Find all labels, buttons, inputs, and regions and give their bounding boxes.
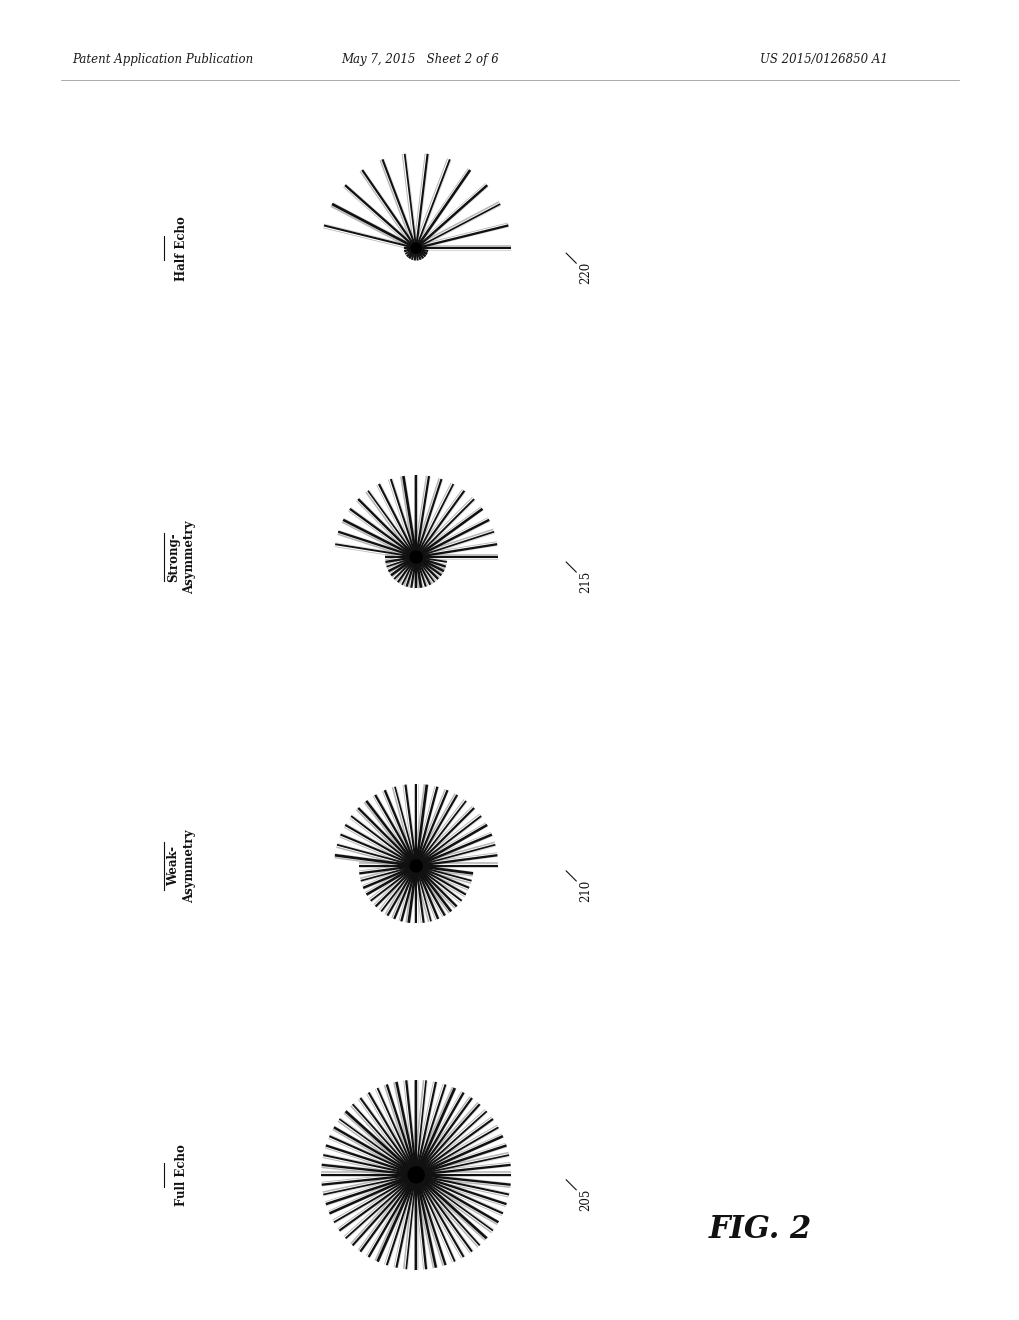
- Text: May 7, 2015   Sheet 2 of 6: May 7, 2015 Sheet 2 of 6: [340, 54, 498, 66]
- Circle shape: [410, 859, 422, 873]
- Text: 210: 210: [579, 880, 592, 902]
- Text: 220: 220: [579, 263, 592, 284]
- Text: Strong-
Asymmetry: Strong- Asymmetry: [167, 520, 196, 594]
- Text: 215: 215: [579, 572, 592, 593]
- Text: Weak-
Asymmetry: Weak- Asymmetry: [167, 829, 196, 903]
- Circle shape: [411, 243, 421, 253]
- Circle shape: [410, 550, 422, 564]
- Text: Half Echo: Half Echo: [175, 215, 187, 281]
- Text: Patent Application Publication: Patent Application Publication: [72, 54, 253, 66]
- Text: FIG. 2: FIG. 2: [707, 1214, 811, 1246]
- Circle shape: [408, 1167, 424, 1183]
- Text: US 2015/0126850 A1: US 2015/0126850 A1: [759, 54, 887, 66]
- Text: 205: 205: [579, 1188, 592, 1210]
- Text: Full Echo: Full Echo: [175, 1144, 187, 1205]
